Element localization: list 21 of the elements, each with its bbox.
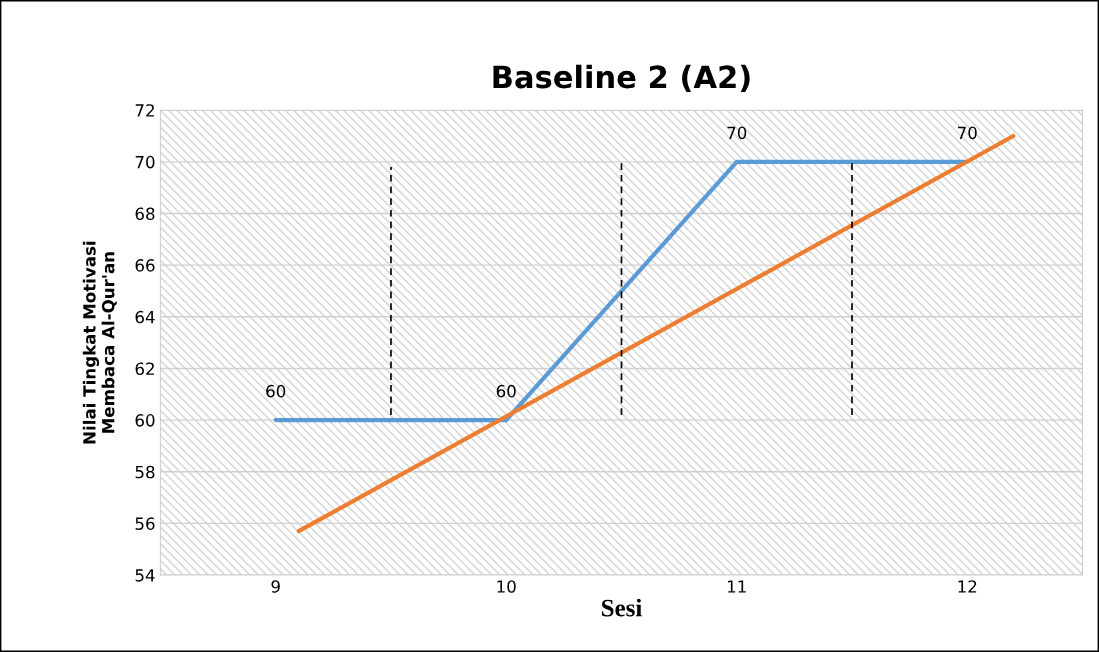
data-label: 70: [727, 126, 747, 140]
y-tick-label: 58: [135, 465, 155, 479]
chart-title: Baseline 2 (A2): [493, 64, 750, 92]
data-label: 60: [266, 384, 286, 398]
y-tick-label: 64: [135, 310, 155, 324]
data-label: 60: [496, 384, 516, 398]
y-tick-label: 60: [135, 414, 155, 427]
x-axis-title: Sesi: [601, 598, 642, 617]
y-tick-label: 56: [135, 517, 155, 530]
x-tick-label: 12: [958, 580, 977, 593]
x-tick-label: 9: [271, 580, 280, 593]
x-tick-label: 11: [727, 580, 746, 593]
y-tick-label: 62: [135, 362, 154, 376]
y-tick-label: 66: [135, 259, 155, 272]
y-axis-title: Nilai Tingkat Motivasi Membaca Al-Qur'an: [82, 241, 117, 444]
data-label: 70: [958, 126, 977, 140]
y-tick-label: 72: [135, 104, 154, 117]
y-tick-label: 54: [135, 569, 155, 582]
y-tick-label: 68: [135, 207, 155, 221]
y-tick-label: 70: [135, 155, 155, 169]
x-tick-label: 10: [497, 580, 516, 593]
